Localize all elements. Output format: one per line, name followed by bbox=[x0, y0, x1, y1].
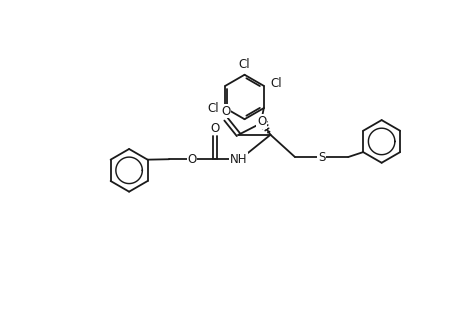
Text: O: O bbox=[211, 122, 220, 135]
Text: Cl: Cl bbox=[207, 102, 218, 115]
Text: Cl: Cl bbox=[239, 58, 251, 72]
Text: S: S bbox=[318, 150, 325, 164]
Text: Cl: Cl bbox=[271, 77, 282, 90]
Text: O: O bbox=[257, 115, 266, 128]
Text: NH: NH bbox=[230, 153, 247, 166]
Text: O: O bbox=[188, 153, 197, 166]
Text: O: O bbox=[221, 105, 230, 118]
